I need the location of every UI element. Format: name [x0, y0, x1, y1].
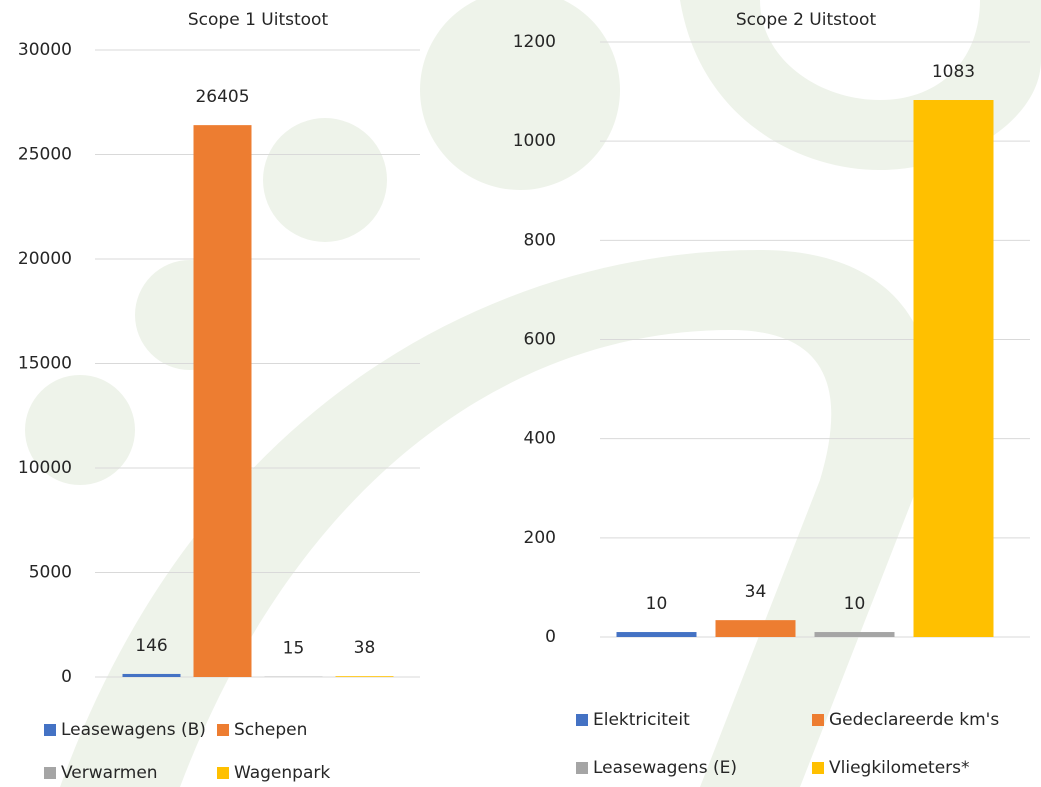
y-tick-label: 10000 [18, 458, 72, 478]
legend-swatch [812, 714, 824, 726]
data-label: 10 [646, 594, 668, 614]
y-tick-label: 25000 [18, 145, 72, 165]
y-tick-label: 15000 [18, 354, 72, 374]
legend-label: Verwarmen [61, 763, 158, 783]
chart-title: Scope 2 Uitstoot [736, 10, 877, 30]
data-label: 26405 [195, 87, 249, 107]
y-tick-label: 0 [545, 627, 556, 647]
data-label: 38 [354, 638, 376, 658]
y-tick-label: 600 [524, 330, 556, 350]
bar [715, 620, 796, 637]
legend-label: Schepen [234, 720, 307, 740]
legend-label: Wagenpark [234, 763, 330, 783]
y-tick-label: 0 [61, 667, 72, 687]
data-label: 34 [745, 582, 767, 602]
y-tick-label: 400 [524, 429, 556, 449]
legend-label: Leasewagens (B) [61, 720, 206, 740]
legend-swatch [217, 724, 229, 736]
y-tick-label: 800 [524, 230, 556, 250]
bar [335, 676, 394, 677]
chart-title: Scope 1 Uitstoot [188, 10, 329, 30]
data-label: 1083 [932, 62, 975, 82]
legend-swatch [576, 762, 588, 774]
y-tick-label: 1000 [513, 131, 556, 151]
legend-label: Vliegkilometers* [829, 758, 970, 778]
legend-label: Gedeclareerde km's [829, 710, 999, 730]
bar [814, 632, 895, 637]
y-tick-label: 5000 [29, 563, 72, 583]
legend-swatch [576, 714, 588, 726]
y-tick-label: 20000 [18, 249, 72, 269]
data-label: 15 [283, 639, 305, 659]
bar [122, 673, 181, 677]
legend-swatch [44, 724, 56, 736]
data-label: 10 [844, 594, 866, 614]
bar [193, 125, 252, 677]
y-tick-label: 1200 [513, 32, 556, 52]
legend-label: Leasewagens (E) [593, 758, 737, 778]
data-label: 146 [135, 636, 167, 656]
legend-swatch [44, 767, 56, 779]
y-tick-label: 30000 [18, 40, 72, 60]
legend-swatch [217, 767, 229, 779]
y-tick-label: 200 [524, 528, 556, 548]
bar [913, 100, 994, 637]
legend-swatch [812, 762, 824, 774]
bar [616, 632, 697, 637]
background-decoration [25, 0, 1041, 787]
legend-label: Elektriciteit [593, 710, 690, 730]
